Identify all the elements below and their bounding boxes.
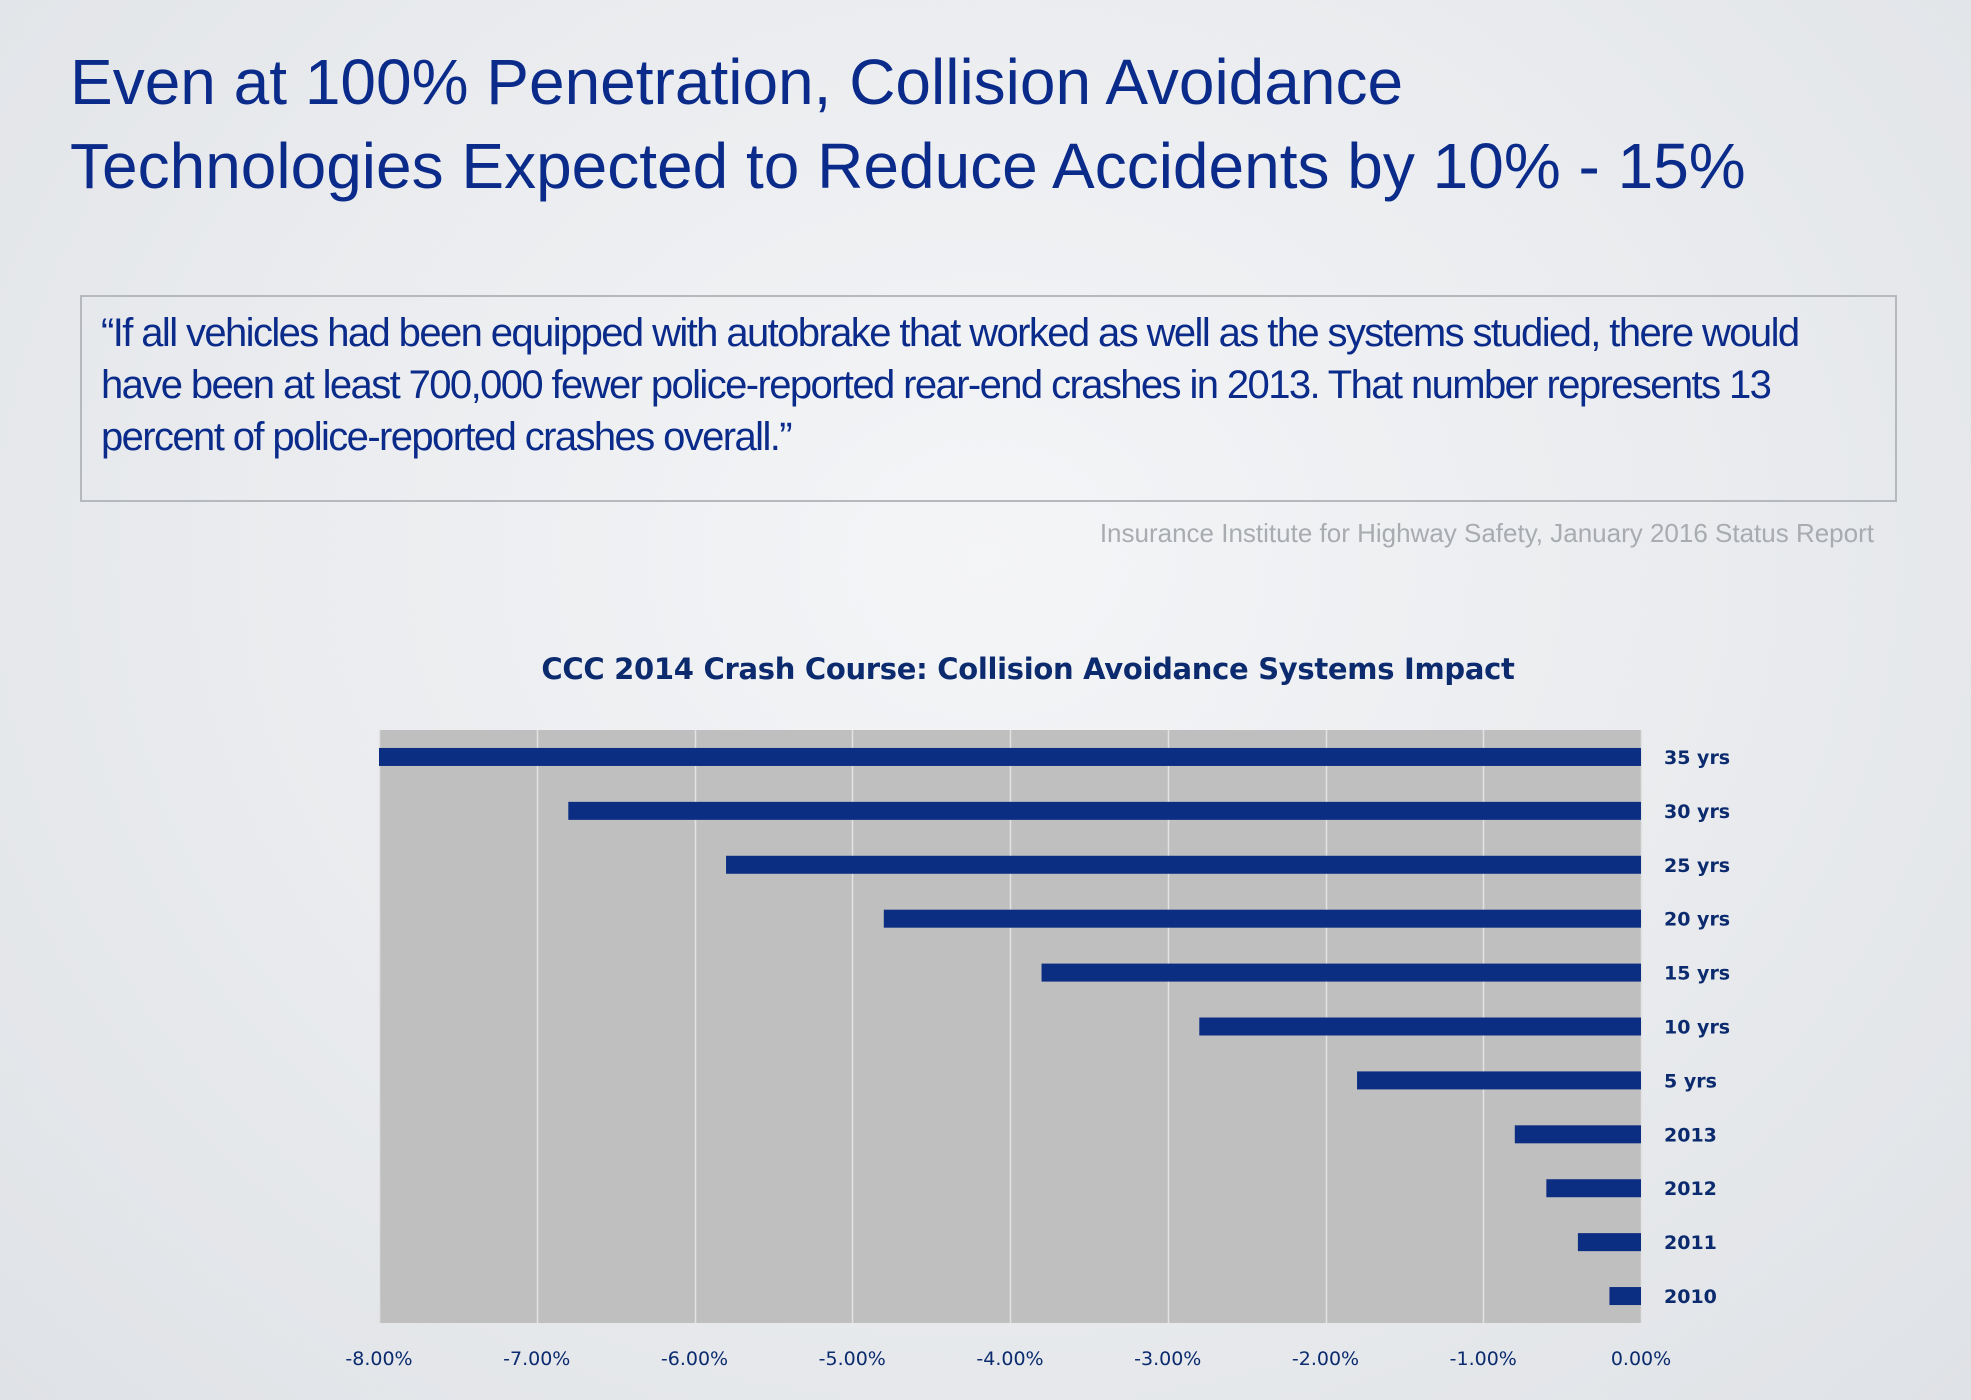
category-label: 20 yrs xyxy=(1664,909,1730,931)
category-label: 2012 xyxy=(1664,1178,1717,1200)
bar-25-yrs xyxy=(726,855,1641,874)
category-label: 10 yrs xyxy=(1664,1017,1730,1039)
category-label: 30 yrs xyxy=(1664,801,1730,823)
bar-2010 xyxy=(1609,1287,1641,1306)
bar-5-yrs xyxy=(1357,1071,1641,1090)
category-label: 2013 xyxy=(1664,1124,1717,1146)
x-tick-label: -1.00% xyxy=(1450,1348,1517,1370)
category-label: 15 yrs xyxy=(1664,963,1730,985)
chart-title: CCC 2014 Crash Course: Collision Avoidan… xyxy=(541,652,1515,686)
slide-title-line-2: Technologies Expected to Reduce Accident… xyxy=(70,130,1746,202)
quote-source: Insurance Institute for Highway Safety, … xyxy=(1099,518,1874,548)
x-tick-label: -7.00% xyxy=(503,1348,570,1370)
category-label: 25 yrs xyxy=(1664,855,1730,877)
x-tick-label: -3.00% xyxy=(1134,1348,1201,1370)
x-tick-label: -2.00% xyxy=(1292,1348,1359,1370)
x-tick-label: -8.00% xyxy=(345,1348,412,1370)
x-tick-label: -4.00% xyxy=(976,1348,1043,1370)
category-label: 2011 xyxy=(1664,1232,1717,1254)
bar-2012 xyxy=(1546,1179,1641,1198)
slide-title: Even at 100% Penetration, Collision Avoi… xyxy=(70,40,1930,208)
bar-15-yrs xyxy=(1041,963,1641,982)
category-label: 2010 xyxy=(1664,1286,1717,1308)
slide-title-line-1: Even at 100% Penetration, Collision Avoi… xyxy=(70,46,1404,118)
bar-35-yrs xyxy=(379,747,1641,766)
category-label: 35 yrs xyxy=(1664,747,1730,769)
bar-20-yrs xyxy=(883,909,1641,928)
quote-text: “If all vehicles had been equipped with … xyxy=(101,311,1800,459)
bar-2013 xyxy=(1514,1125,1641,1144)
x-tick-label: -5.00% xyxy=(819,1348,886,1370)
category-label: 5 yrs xyxy=(1664,1070,1717,1092)
bar-30-yrs xyxy=(568,801,1641,820)
x-tick-label: 0.00% xyxy=(1611,1348,1671,1370)
quote-box: “If all vehicles had been equipped with … xyxy=(80,295,1897,502)
bar-2011 xyxy=(1577,1233,1641,1252)
bar-10-yrs xyxy=(1199,1017,1641,1036)
x-tick-label: -6.00% xyxy=(661,1348,728,1370)
